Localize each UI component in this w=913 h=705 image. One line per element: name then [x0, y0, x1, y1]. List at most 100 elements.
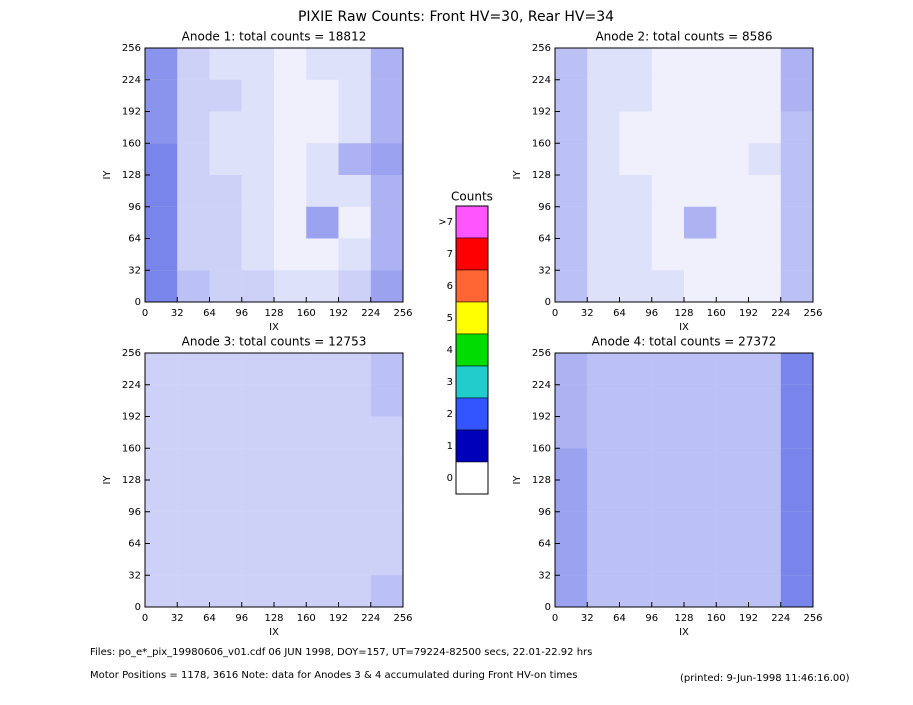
density-cell [241, 175, 274, 207]
figure-title: PIXIE Raw Counts: Front HV=30, Rear HV=3… [298, 9, 614, 25]
panel-title: Anode 1: total counts = 18812 [182, 30, 367, 44]
density-cell [338, 575, 371, 607]
density-cell [306, 353, 339, 385]
density-cell [177, 143, 210, 175]
density-cell [619, 143, 652, 175]
density-cell [338, 448, 371, 480]
colorbar-swatch [455, 333, 489, 367]
density-cell [274, 511, 307, 544]
density-cell [555, 270, 588, 302]
x-tick-label: 96 [235, 308, 248, 319]
y-axis-label: IY [102, 170, 113, 180]
y-tick-label: 64 [128, 539, 141, 550]
density-cell [587, 416, 620, 449]
y-tick-label: 160 [532, 443, 551, 454]
x-tick-label: 32 [171, 308, 184, 319]
panel-title: Anode 4: total counts = 27372 [592, 335, 777, 349]
colorbar-label: 3 [447, 377, 453, 388]
density-cell [306, 111, 339, 144]
density-cell [684, 511, 717, 544]
x-tick-label: 224 [361, 613, 380, 624]
x-tick-label: 64 [613, 613, 626, 624]
density-cell [619, 511, 652, 544]
y-tick-label: 64 [128, 234, 141, 245]
density-cell [619, 111, 652, 144]
density-cell [780, 48, 813, 80]
density-cell [684, 448, 717, 480]
density-cell [241, 48, 274, 80]
x-tick-label: 160 [297, 613, 316, 624]
density-cell [619, 384, 652, 417]
density-cell [274, 206, 307, 239]
density-cell [716, 543, 749, 576]
y-tick-label: 96 [128, 202, 141, 213]
density-cell [684, 206, 717, 239]
density-cell [338, 238, 371, 271]
density-cell [780, 416, 813, 449]
y-tick-label: 192 [532, 107, 551, 118]
x-axis-label: IX [269, 322, 279, 333]
density-cell [145, 480, 178, 512]
density-cell [370, 206, 403, 239]
density-cell [587, 448, 620, 480]
density-cell [370, 48, 403, 80]
density-cell [684, 416, 717, 449]
density-cell [145, 79, 178, 112]
density-cell [748, 270, 781, 302]
y-tick-label: 0 [545, 602, 551, 613]
colorbar-frame [455, 205, 489, 495]
density-cell [209, 238, 242, 271]
x-tick-label: 128 [264, 613, 283, 624]
y-tick-label: 0 [135, 602, 141, 613]
density-cell [619, 175, 652, 207]
density-cell [177, 353, 210, 385]
x-tick-label: 0 [142, 308, 148, 319]
density-cell [370, 353, 403, 385]
density-cell [177, 543, 210, 576]
y-tick-label: 96 [538, 507, 551, 518]
density-cell [209, 111, 242, 144]
x-axis-label: IX [269, 627, 279, 638]
density-cell [555, 448, 588, 480]
density-cell [684, 270, 717, 302]
density-cell [780, 543, 813, 576]
x-tick-label: 0 [552, 613, 558, 624]
density-cell [555, 206, 588, 239]
density-cell [748, 206, 781, 239]
density-cell [209, 543, 242, 576]
density-cell [306, 511, 339, 544]
density-cell [306, 384, 339, 417]
density-cell [684, 480, 717, 512]
density-cell [370, 143, 403, 175]
density-cell [274, 143, 307, 175]
density-cell [587, 480, 620, 512]
density-cell [619, 79, 652, 112]
density-cell [145, 111, 178, 144]
x-tick-label: 64 [203, 308, 216, 319]
density-cell [748, 575, 781, 607]
density-cell [370, 448, 403, 480]
y-tick-label: 64 [538, 234, 551, 245]
density-cell [619, 575, 652, 607]
density-cell [145, 48, 178, 80]
panel-title: Anode 2: total counts = 8586 [595, 30, 772, 44]
density-cell [241, 238, 274, 271]
density-cell [555, 143, 588, 175]
density-cell [651, 111, 684, 144]
density-cell [338, 79, 371, 112]
colorbar-label: 4 [447, 345, 453, 356]
density-cell [209, 206, 242, 239]
density-cell [274, 270, 307, 302]
density-cell [145, 238, 178, 271]
density-cell [177, 575, 210, 607]
x-tick-label: 64 [613, 308, 626, 319]
density-cell [306, 143, 339, 175]
density-cell [209, 416, 242, 449]
density-cell [370, 575, 403, 607]
density-cell [338, 416, 371, 449]
panel-title: Anode 3: total counts = 12753 [182, 335, 367, 349]
density-cell [716, 143, 749, 175]
density-cell [370, 416, 403, 449]
density-cell [555, 511, 588, 544]
density-cell [748, 353, 781, 385]
